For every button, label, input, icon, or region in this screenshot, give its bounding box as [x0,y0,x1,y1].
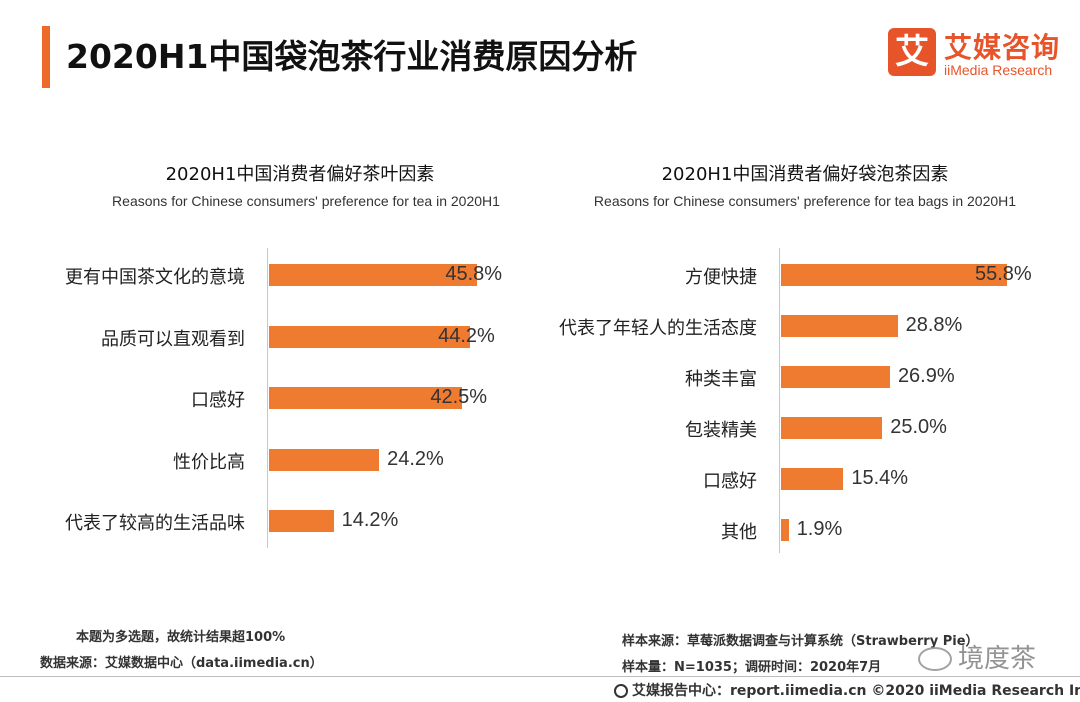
bar [781,264,1007,286]
value-label: 26.9% [897,365,955,387]
globe-icon [614,684,628,698]
bar [269,510,334,532]
value-label: 15.4% [851,467,909,489]
footer-text: 艾媒报告中心：report.iimedia.cn ©2020 iiMedia R… [632,683,1080,699]
footer: 艾媒报告中心：report.iimedia.cn ©2020 iiMedia R… [614,680,1080,700]
value-label: 25.0% [890,416,947,438]
watermark: 境度茶 [918,638,1036,675]
category-label: 其他 [721,522,757,543]
value-label: 1.9% [796,518,843,540]
multi-select-note: 本题为多选题，故统计结果超100% [76,630,286,645]
value-label: 55.8% [974,263,1032,285]
category-label: 代表了年轻人的生活态度 [559,318,757,339]
value-label: 24.2% [387,447,444,470]
wechat-icon [918,647,952,671]
right-chart-title: 2020H1中国消费者偏好袋泡茶因素 [661,164,949,185]
bar [781,519,789,541]
bar [781,366,890,388]
bar [781,417,883,439]
footer-divider [0,676,1080,677]
brand-mark-icon: 艾 [888,28,936,76]
sample-source-note: 样本来源：草莓派数据调查与计算系统（Strawberry Pie） [622,634,979,649]
category-label: 口感好 [191,390,245,411]
category-label: 包装精美 [685,420,757,441]
watermark-text: 境度茶 [958,644,1037,674]
value-label: 28.8% [905,314,963,336]
value-label: 44.2% [438,324,495,347]
right-chart-subtitle: Reasons for Chinese consumers' preferenc… [593,193,1017,209]
category-label: 品质可以直观看到 [101,328,245,350]
bar [269,325,471,348]
category-label: 方便快捷 [685,267,757,288]
left-chart-title: 2020H1中国消费者偏好茶叶因素 [165,164,435,185]
bar [781,468,844,490]
brand-name-en: iiMedia Research [944,62,1053,78]
category-label: 种类丰富 [685,369,757,390]
category-label: 口感好 [703,471,757,492]
category-label: 更有中国茶文化的意境 [65,267,245,288]
axis-line [779,248,780,553]
category-label: 代表了较高的生活品味 [65,513,245,534]
category-label: 性价比高 [173,451,245,473]
title-accent-bar [42,26,50,88]
brand-logo: 艾 艾媒咨询 iiMedia Research [888,24,1068,82]
axis-line [267,248,268,548]
bar [781,315,898,337]
left-chart-subtitle: Reasons for Chinese consumers' preferenc… [112,193,500,209]
page-title: 2020H1中国袋泡茶行业消费原因分析 [66,37,638,76]
value-label: 45.8% [445,263,503,285]
bar [269,387,463,409]
sample-size-note: 样本量：N=1035；调研时间：2020年7月 [622,660,882,675]
data-source-note: 数据来源：艾媒数据中心（data.iimedia.cn） [40,656,323,671]
bar [269,264,478,286]
value-label: 14.2% [341,509,399,531]
value-label: 42.5% [430,386,488,408]
bar [269,448,380,471]
brand-name-cn: 艾媒咨询 [944,31,1061,64]
